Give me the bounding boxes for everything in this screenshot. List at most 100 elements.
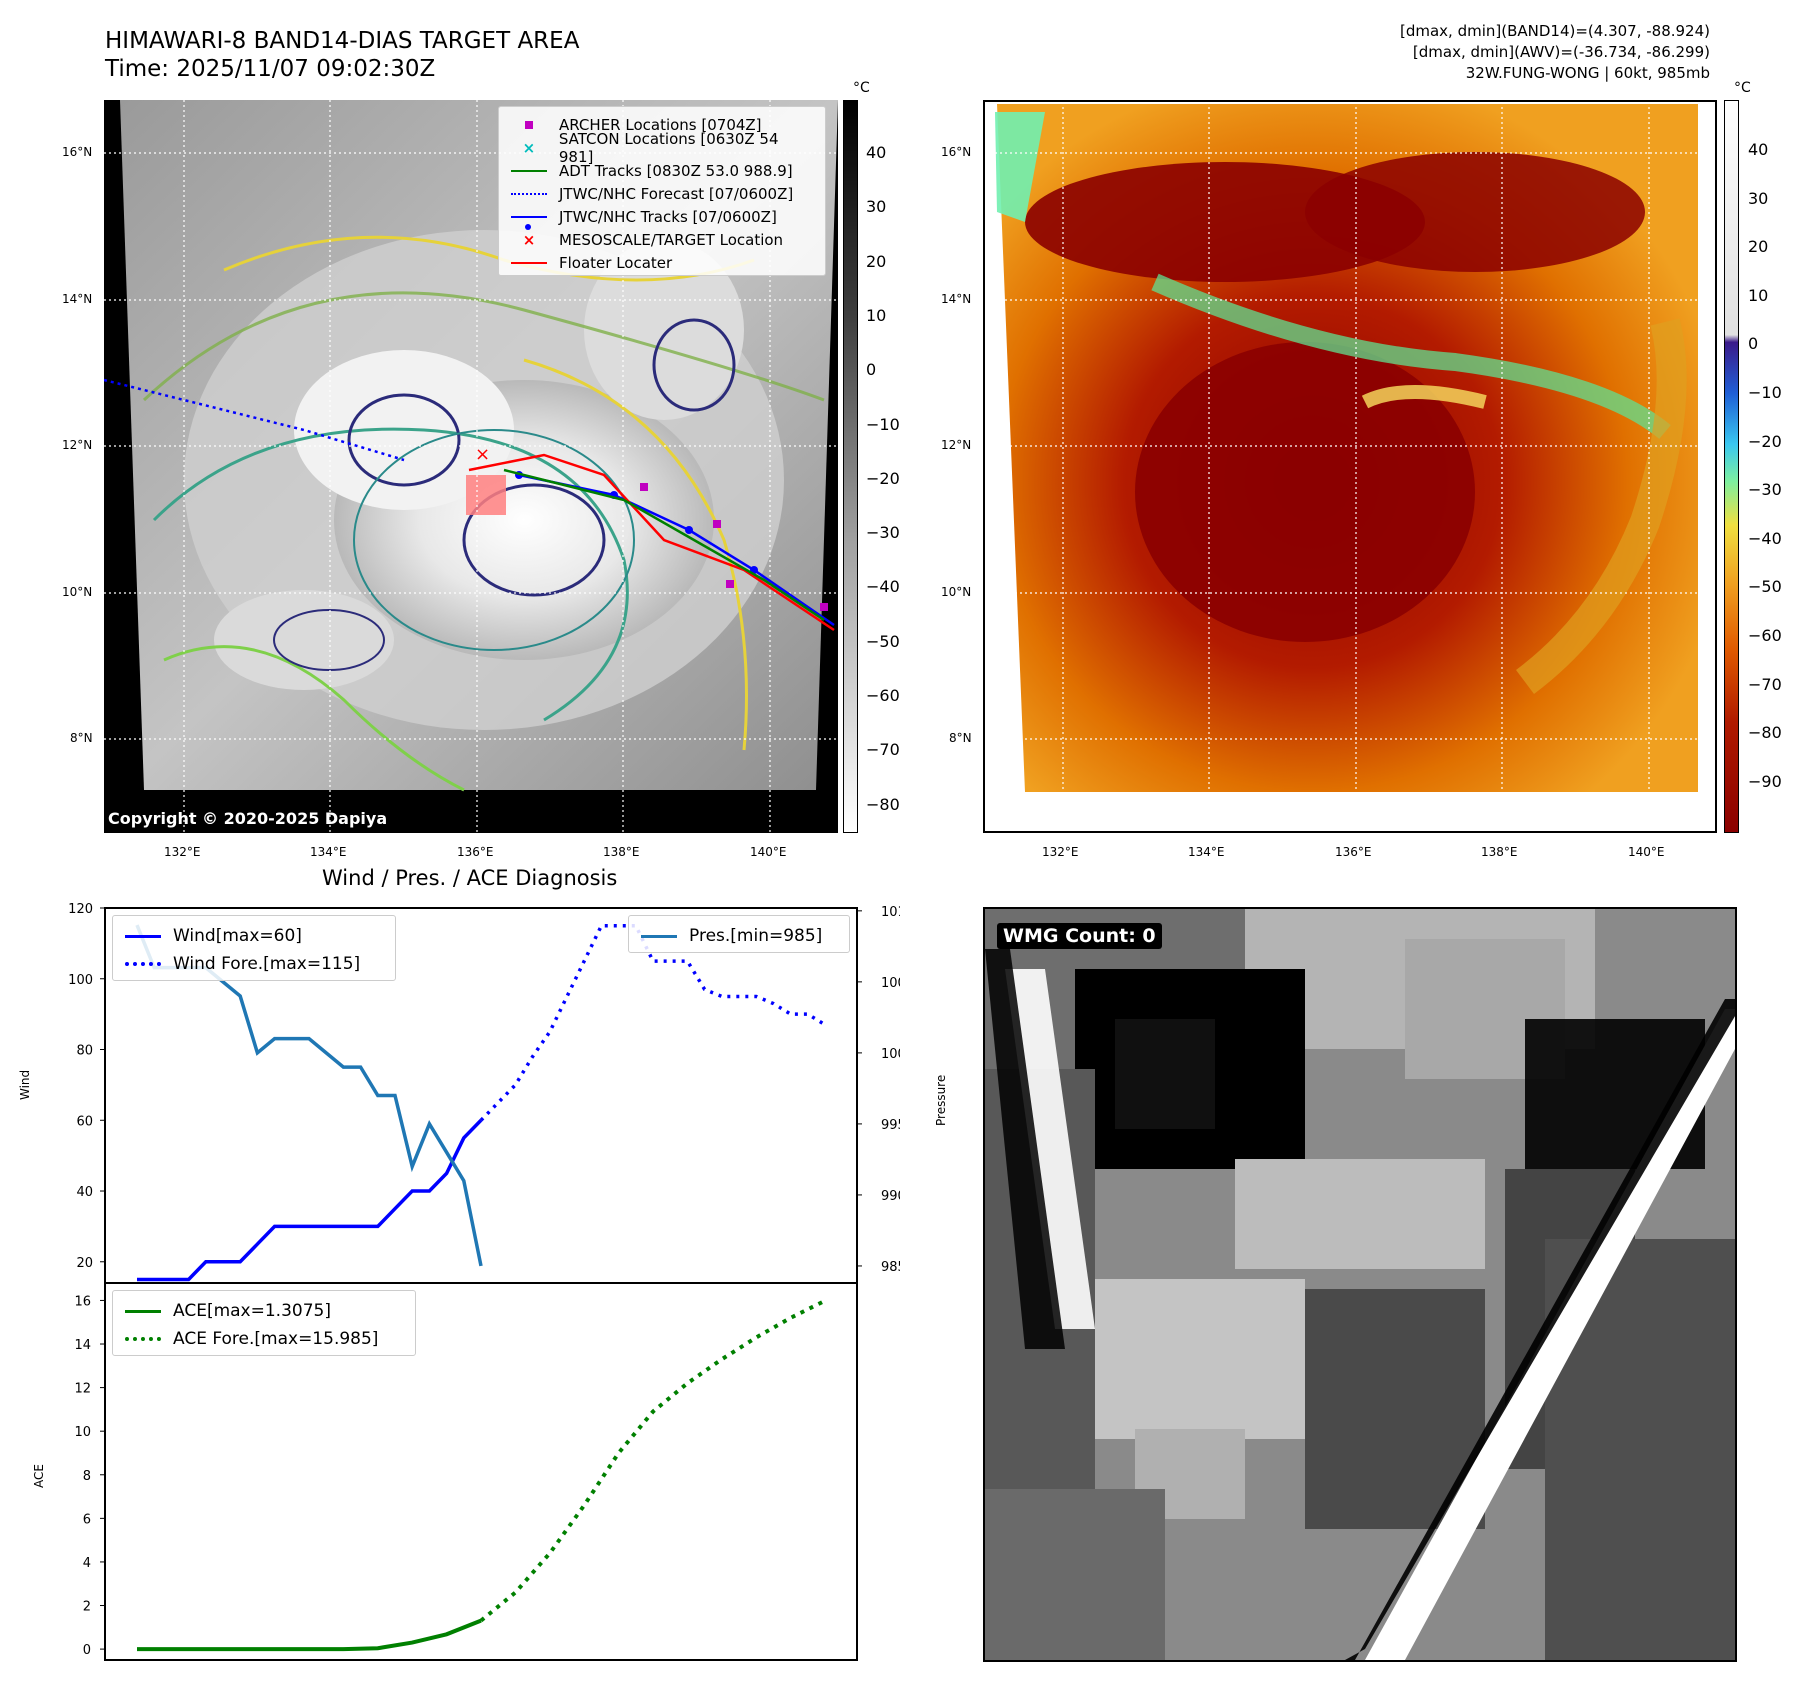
adt-line-icon: [511, 169, 547, 172]
band14-colorbar-tick: −20: [866, 468, 900, 488]
stats-line-1: [dmax, dmin](BAND14)=(4.307, -88.924): [1399, 22, 1710, 40]
archer-marker-icon: [525, 120, 533, 129]
legend-wind-forecast: Wind Fore.[max=115]: [121, 950, 387, 978]
jtwc-track-line-icon: [511, 215, 547, 218]
awv-colorbar-tick: −50: [1748, 577, 1782, 597]
p2-lat-16: 16°N: [941, 145, 972, 159]
p2-lat-12: 12°N: [941, 438, 972, 452]
pressure-axis-tick-label: 985: [881, 1260, 900, 1275]
legend-pressure: Pres.[min=985]: [637, 922, 841, 950]
p2-lon-136: 136°E: [1335, 845, 1372, 859]
pressure-axis-tick-label: 1005: [881, 976, 900, 991]
wind-axis-tick-label: 100: [68, 973, 93, 988]
ace-axis-tick-label: 2: [83, 1600, 91, 1615]
band14-colorbar-tick: −70: [866, 740, 900, 760]
awv-colorbar-tick: 20: [1748, 237, 1769, 257]
ace-forecast-line-icon: [125, 1337, 161, 1341]
awv-colorbar-tick: 10: [1748, 285, 1769, 305]
awv-colorbar: [1724, 100, 1739, 833]
awv-colorbar-tick: −10: [1748, 383, 1782, 402]
ace-legend: ACE[max=1.3075] ACE Fore.[max=15.985]: [112, 1290, 416, 1356]
legend-ace-forecast: ACE Fore.[max=15.985]: [121, 1325, 407, 1353]
legend-ace: ACE[max=1.3075]: [121, 1297, 407, 1325]
adt-track: [503, 468, 825, 622]
copyright-badge: Copyright © 2020-2025 Dapiya: [108, 809, 388, 828]
wind-forecast-line-icon: [125, 962, 161, 966]
stats-line-3: 32W.FUNG-WONG | 60kt, 985mb: [1465, 64, 1710, 82]
awv-colorbar-tick: −80: [1748, 723, 1782, 743]
ace-axis-tick-label: 12: [74, 1382, 91, 1397]
pressure-axis-tick-label: 1000: [881, 1047, 900, 1062]
band14-colorbar-tick: −80: [866, 794, 900, 814]
awv-colorbar-tick: −60: [1748, 626, 1782, 645]
pressure-axis-label: Pressure: [934, 1074, 948, 1126]
band14-colorbar-tick: 30: [866, 197, 887, 217]
floater-line-icon: [511, 261, 547, 264]
satcon-marker-icon: ×: [522, 138, 536, 157]
ace-axis-tick-label: 8: [83, 1469, 91, 1484]
wmg-imagery: [985, 909, 1735, 1660]
wind-axis-tick-label: 80: [76, 1044, 93, 1059]
svg-text:×: ×: [475, 444, 490, 465]
p1-lat-8: 8°N: [70, 731, 93, 745]
band14-colorbar-tick: 0: [866, 360, 877, 380]
legend-satcon: × SATCON Locations [0630Z 54 981]: [507, 130, 817, 166]
wind-line-icon: [125, 934, 161, 938]
band14-colorbar-tick: −10: [866, 414, 900, 434]
p1-lon-134: 134°E: [310, 845, 347, 859]
pressure-axis-tick-label: 995: [881, 1118, 900, 1133]
title-line-1: HIMAWARI-8 BAND14-DIAS TARGET AREA: [105, 28, 580, 54]
band14-colorbar-tick: −30: [866, 523, 900, 543]
series-line-ace-fore-: [479, 1298, 826, 1623]
series-line-wind-fore-: [479, 923, 826, 1122]
band14-map: × Copyright © 2020-2025 Dapiya ARCHER Lo…: [104, 100, 838, 833]
awv-colorbar-tick: −40: [1748, 528, 1782, 548]
stats-line-2: [dmax, dmin](AWV)=(-36.734, -86.299): [1412, 43, 1710, 61]
p2-lon-132: 132°E: [1042, 845, 1079, 859]
ace-axis-tick-label: 0: [83, 1643, 91, 1658]
p1-lat-16: 16°N: [62, 145, 93, 159]
awv-map-frame: [983, 100, 1717, 833]
diagnosis-title: Wind / Pres. / ACE Diagnosis: [322, 866, 618, 890]
band14-colorbar-tick: 20: [866, 251, 887, 271]
legend-jtwc-tracks: JTWC/NHC Tracks [07/0600Z]: [507, 205, 817, 230]
pressure-line-icon: [641, 934, 677, 938]
pressure-legend: Pres.[min=985]: [628, 915, 850, 953]
ace-axis-tick-label: 10: [74, 1425, 91, 1440]
p1-lon-136: 136°E: [457, 845, 494, 859]
lat-lon-grid: [104, 100, 838, 833]
p2-lon-140: 140°E: [1628, 845, 1665, 859]
series-line-ace: [137, 1618, 482, 1652]
ace-axis-label: ACE: [32, 1464, 46, 1488]
series-line-wind: [137, 1119, 483, 1282]
wind-axis-label: Wind: [18, 1069, 32, 1100]
awv-colorbar-unit: °C: [1734, 80, 1751, 96]
band14-colorbar-tick: 40: [866, 143, 887, 162]
ace-axis-tick-label: 6: [83, 1512, 91, 1527]
mesoscale-marker-icon: ×: [522, 230, 536, 249]
awv-colorbar-tick: 30: [1748, 188, 1769, 208]
p1-lon-132: 132°E: [164, 845, 201, 859]
wind-legend: Wind[max=60] Wind Fore.[max=115]: [112, 915, 396, 981]
awv-colorbar-tick: 0: [1748, 334, 1759, 354]
awv-imagery: [985, 102, 1715, 831]
wind-axis-tick-label: 40: [76, 1185, 93, 1200]
p2-lat-8: 8°N: [949, 731, 972, 745]
awv-colorbar-tick: 40: [1748, 140, 1769, 159]
p2-lon-138: 138°E: [1481, 845, 1518, 859]
legend-wind: Wind[max=60]: [121, 922, 387, 950]
p1-lon-138: 138°E: [603, 845, 640, 859]
ace-line-icon: [125, 1309, 161, 1313]
wind-axis-tick-label: 60: [76, 1114, 93, 1129]
p1-lon-140: 140°E: [750, 845, 787, 859]
p1-lat-12: 12°N: [62, 438, 93, 452]
ace-axes-frame: [104, 1282, 858, 1661]
title-line-2: Time: 2025/11/07 09:02:30Z: [105, 56, 436, 82]
legend-floater: Floater Locater: [507, 251, 817, 274]
band14-colorbar-tick: −60: [866, 686, 900, 705]
p2-lat-10: 10°N: [941, 585, 972, 599]
p1-lat-10: 10°N: [62, 585, 93, 599]
wmg-panel: WMG Count: 0: [983, 907, 1737, 1662]
